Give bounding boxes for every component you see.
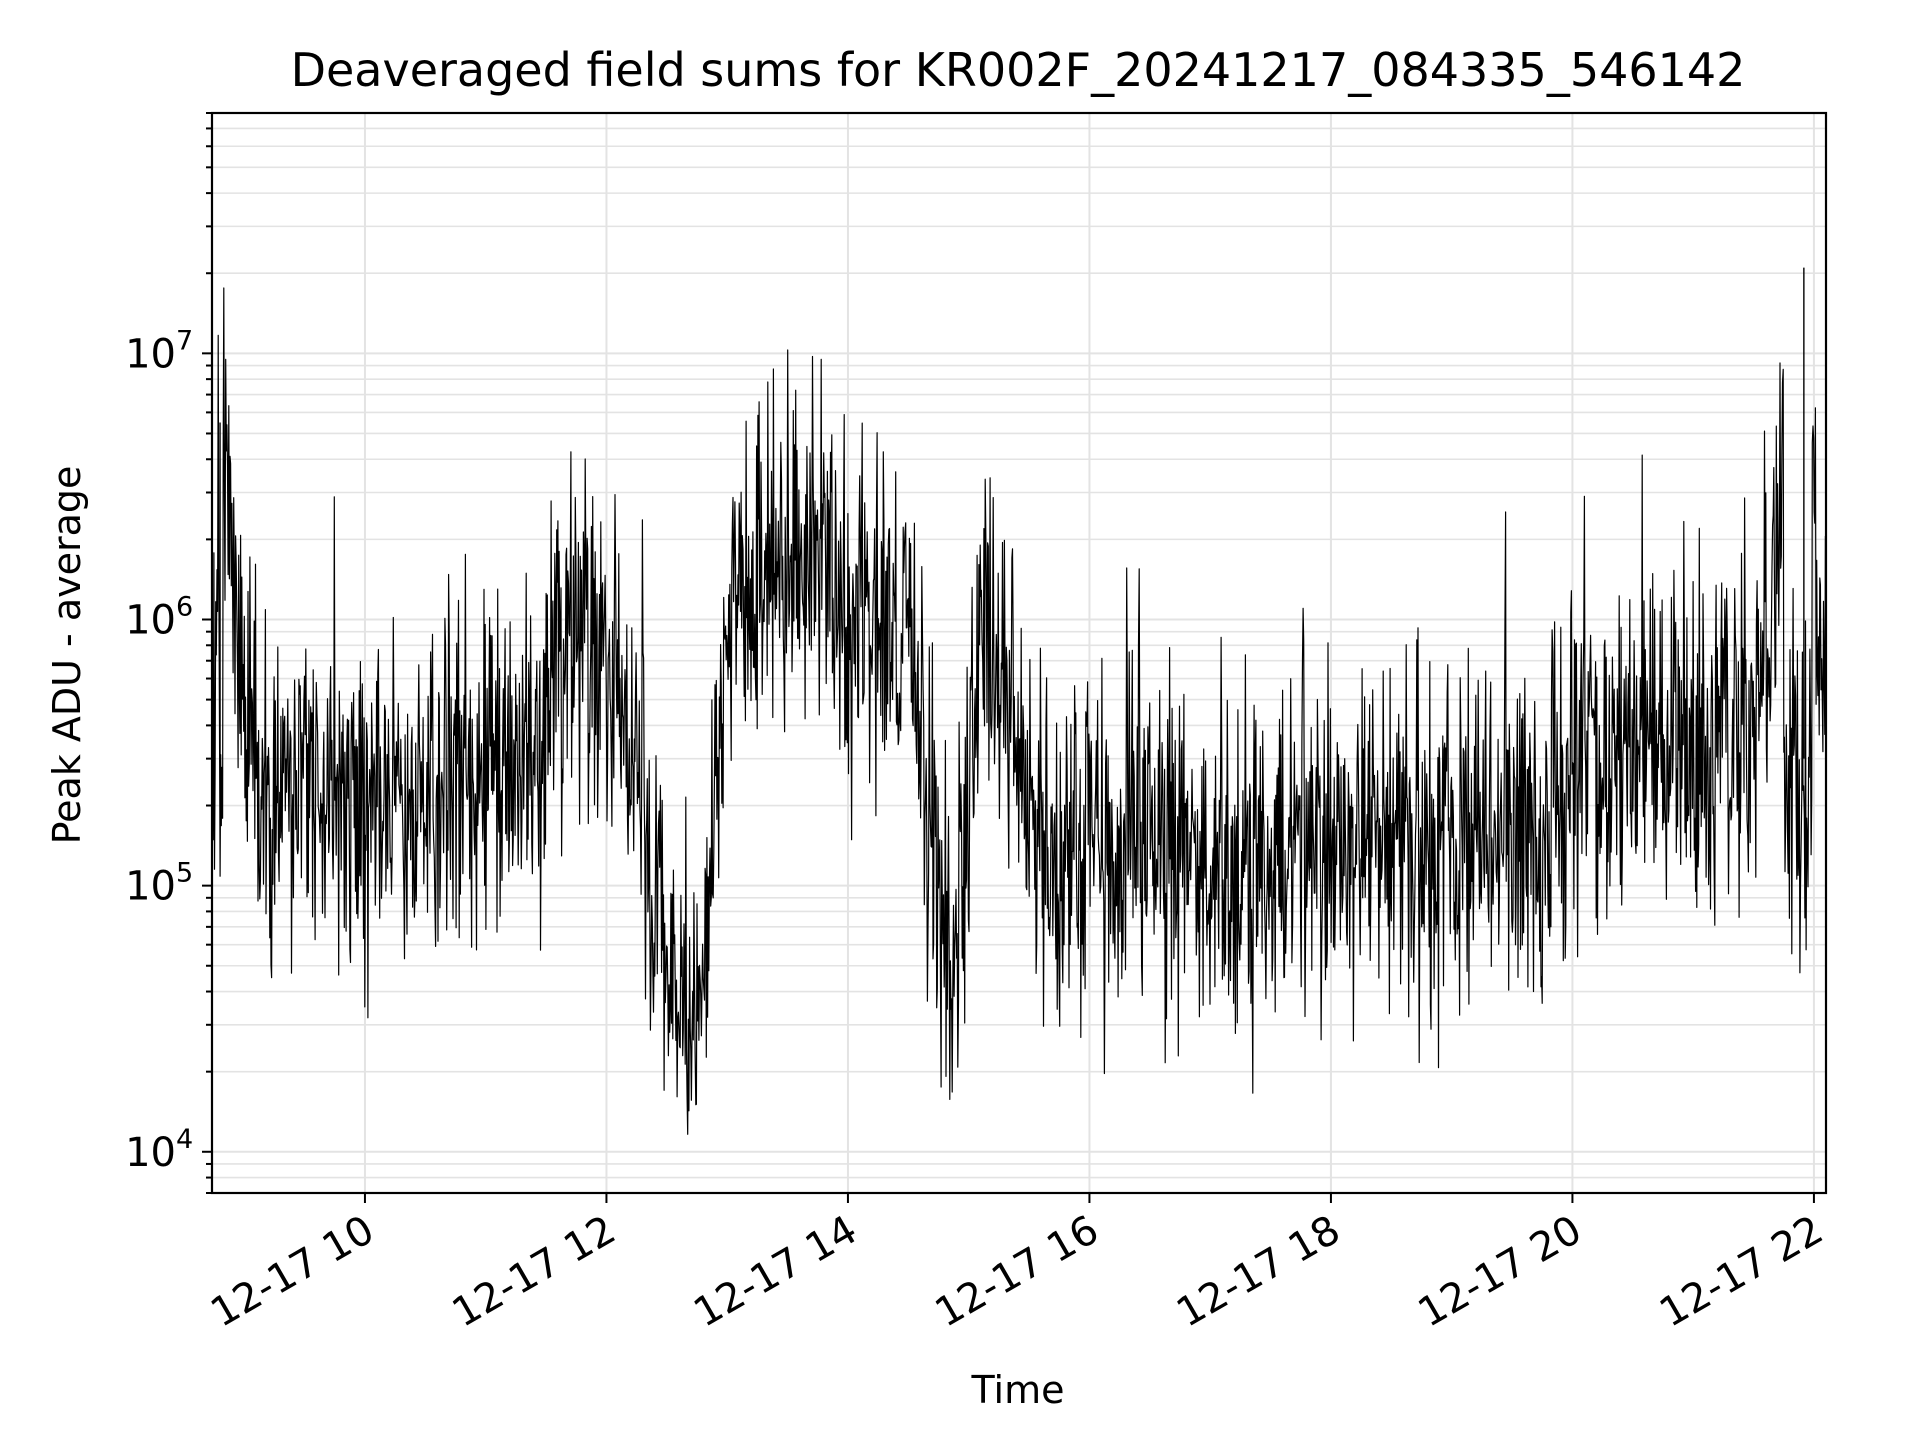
- y-tick-exponent: 4: [176, 1124, 193, 1155]
- y-tick-exponent: 7: [176, 325, 193, 356]
- y-tick-exponent: 6: [176, 591, 193, 622]
- y-tick-base: 10: [125, 1130, 176, 1176]
- x-axis-label: Time: [971, 1368, 1065, 1412]
- y-tick-exponent: 5: [176, 858, 193, 889]
- y-tick-base: 10: [125, 597, 176, 643]
- y-tick-label: 10: [125, 864, 176, 910]
- y-tick-base: 10: [125, 864, 176, 910]
- y-axis-label: Peak ADU - average: [45, 466, 89, 845]
- grid: [212, 112, 1826, 1194]
- series-line: [211, 287, 1827, 1135]
- series-layer: [211, 267, 1827, 1135]
- chart-title: Deaveraged field sums for KR002F_2024121…: [291, 43, 1746, 97]
- y-tick-label: 10: [125, 1130, 176, 1176]
- y-tick-base: 10: [125, 331, 176, 377]
- plot-frame: [210, 111, 1828, 1195]
- y-tick-label: 10: [125, 331, 176, 377]
- y-tick-label: 10: [125, 597, 176, 643]
